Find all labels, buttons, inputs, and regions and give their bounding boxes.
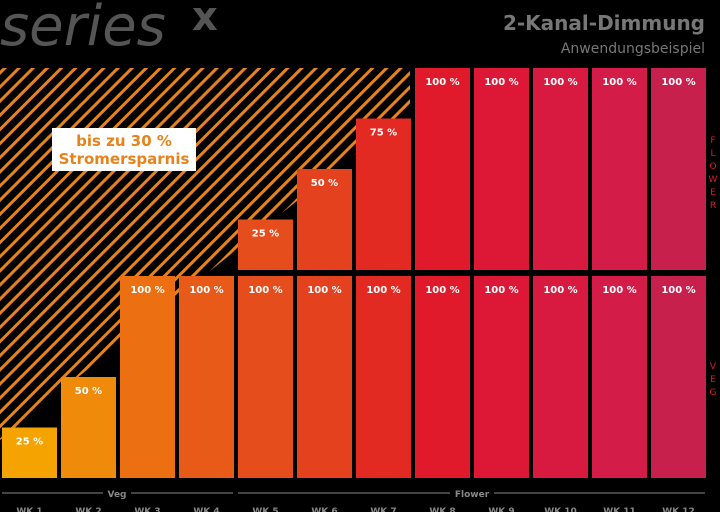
value-label: 100 % (543, 285, 577, 296)
value-label: 100 % (543, 77, 577, 88)
x-tick-label: WK 6 (311, 507, 337, 512)
x-tick-label: WK 4 (193, 507, 219, 512)
x-tick-label: WK 2 (75, 507, 101, 512)
bar (356, 118, 411, 270)
value-label: 100 % (661, 285, 695, 296)
x-tick-label: WK 10 (544, 507, 577, 512)
bar (533, 276, 588, 478)
bar (120, 276, 175, 478)
value-label: 100 % (425, 77, 459, 88)
bar (592, 276, 647, 478)
series-label: VEG (708, 362, 718, 401)
bar (179, 276, 234, 478)
bar (415, 68, 470, 270)
value-label: 50 % (75, 386, 102, 397)
bar (474, 276, 529, 478)
x-tick-label: WK 9 (488, 507, 514, 512)
value-label: 100 % (189, 285, 223, 296)
logo-mark: x (192, 0, 218, 40)
bar (533, 68, 588, 270)
x-tick-label: WK 1 (16, 507, 42, 512)
value-label: 100 % (366, 285, 400, 296)
value-label: 50 % (311, 178, 338, 189)
annotation: Stromersparnis (59, 150, 190, 168)
bar (592, 68, 647, 270)
value-label: 100 % (484, 77, 518, 88)
value-label: 100 % (602, 77, 636, 88)
bar (297, 169, 352, 270)
bar (651, 68, 706, 270)
value-label: 100 % (248, 285, 282, 296)
chart-title: 2-Kanal-Dimmung (503, 11, 705, 35)
annotation-box (52, 128, 196, 171)
value-label: 75 % (370, 128, 397, 139)
x-tick-label: WK 3 (134, 507, 160, 512)
bar (238, 276, 293, 478)
series-label: FLOWER (708, 136, 718, 214)
value-label: 25 % (252, 229, 279, 240)
x-tick-label: WK 5 (252, 507, 278, 512)
bar (2, 427, 57, 478)
phase-label-bg (103, 487, 131, 499)
bar (415, 276, 470, 478)
bar (474, 68, 529, 270)
bar (297, 276, 352, 478)
annotation: bis zu 30 % (76, 132, 172, 150)
x-tick-label: WK 11 (603, 507, 636, 512)
value-label: 100 % (425, 285, 459, 296)
phase-label-bg (450, 487, 494, 499)
value-label: 100 % (307, 285, 341, 296)
value-label: 100 % (661, 77, 695, 88)
x-tick-label: WK 8 (429, 507, 455, 512)
value-label: 100 % (130, 285, 164, 296)
x-tick-label: WK 12 (662, 507, 695, 512)
logo-word: series (0, 0, 166, 59)
value-label: 100 % (602, 285, 636, 296)
x-tick-label: WK 7 (370, 507, 396, 512)
bar (651, 276, 706, 478)
phase-label: Veg (107, 490, 126, 500)
chart-subtitle: Anwendungsbeispiel (561, 41, 705, 57)
bar (238, 219, 293, 270)
phase-label: Flower (455, 490, 490, 500)
value-label: 100 % (484, 285, 518, 296)
bar (61, 377, 116, 478)
value-label: 25 % (16, 437, 43, 448)
bar (356, 276, 411, 478)
